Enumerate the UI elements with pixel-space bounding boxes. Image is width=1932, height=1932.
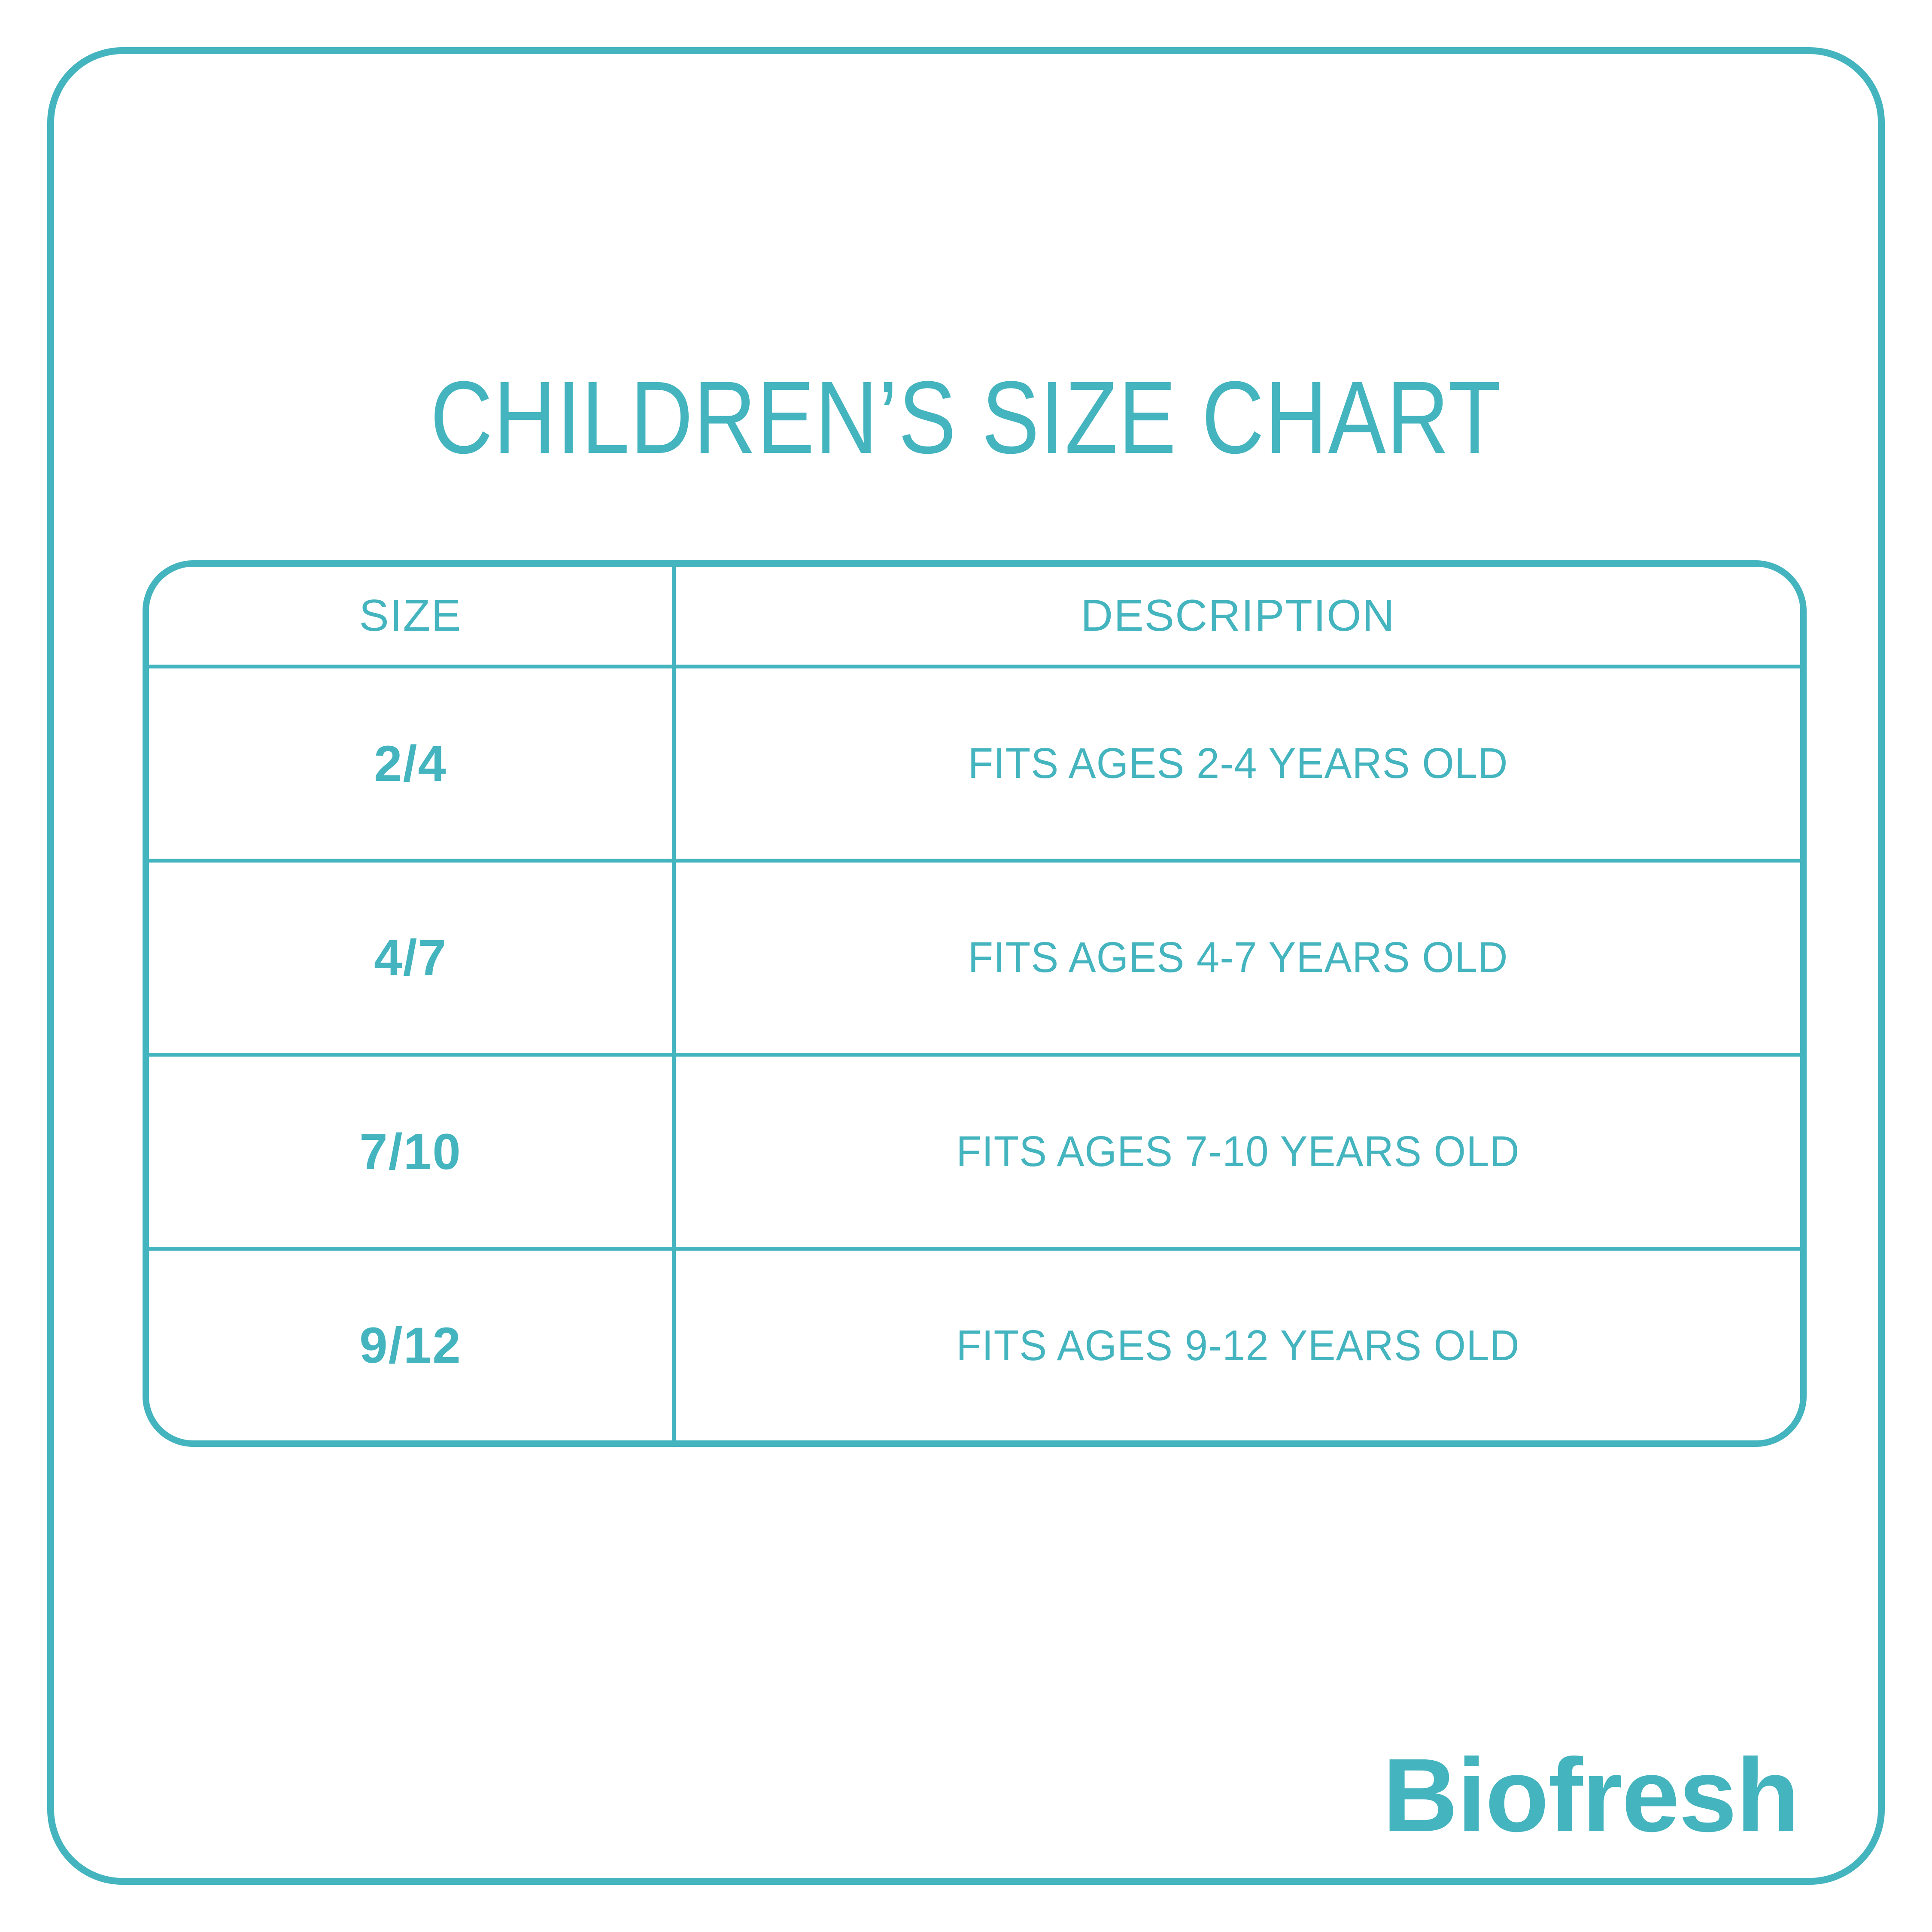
description-cell: FITS AGES 7-10 YEARS OLD — [956, 1127, 1520, 1176]
description-cell: FITS AGES 2-4 YEARS OLD — [968, 739, 1508, 787]
size-cell: 4/7 — [149, 863, 676, 1053]
size-cell: 9/12 — [149, 1251, 676, 1440]
size-chart-table: SIZE DESCRIPTION 2/4 FITS AGES 2-4 YEARS… — [143, 560, 1807, 1447]
description-cell: FITS AGES 9-12 YEARS OLD — [956, 1321, 1520, 1370]
column-header-description: DESCRIPTION — [1081, 590, 1395, 641]
description-cell: FITS AGES 4-7 YEARS OLD — [968, 933, 1508, 981]
table-row: 4/7 FITS AGES 4-7 YEARS OLD — [149, 863, 1800, 1057]
brand-logo: Biofresh — [1382, 1737, 1800, 1853]
size-cell: 7/10 — [149, 1057, 676, 1247]
table-row: 2/4 FITS AGES 2-4 YEARS OLD — [149, 668, 1800, 863]
page-border — [47, 47, 1885, 1885]
column-header-size: SIZE — [149, 567, 676, 665]
size-cell: 2/4 — [149, 668, 676, 859]
table-row: 7/10 FITS AGES 7-10 YEARS OLD — [149, 1057, 1800, 1251]
page-title: CHILDREN’S SIZE CHART — [430, 360, 1502, 475]
table-row: 9/12 FITS AGES 9-12 YEARS OLD — [149, 1251, 1800, 1440]
table-header-row: SIZE DESCRIPTION — [149, 567, 1800, 668]
